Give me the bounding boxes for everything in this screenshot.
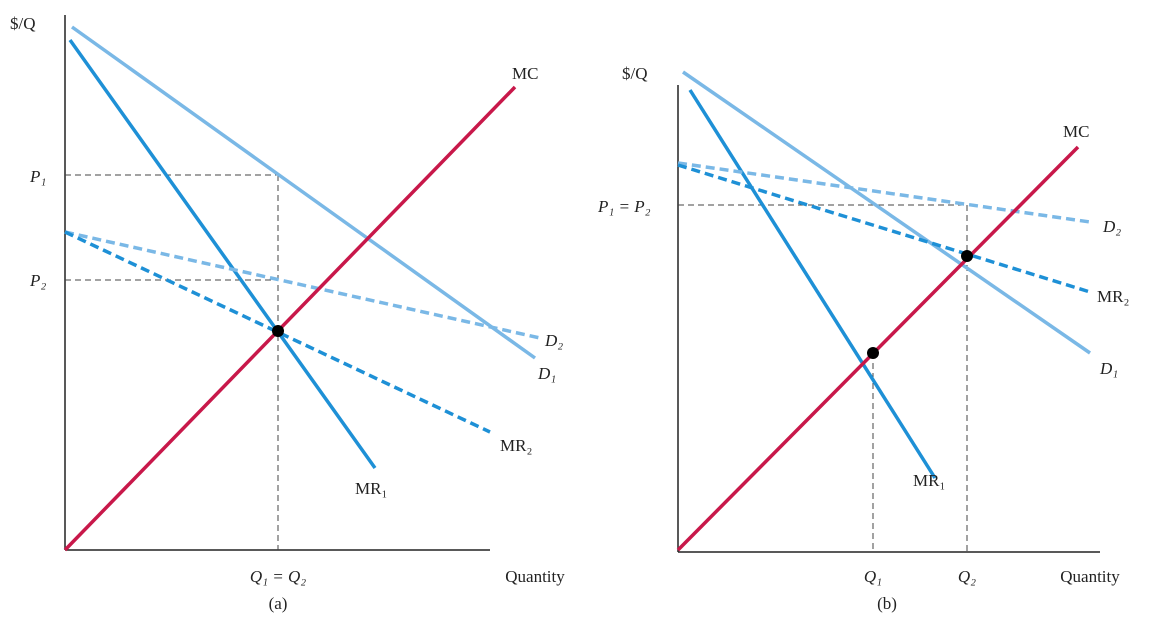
caption: (a) (269, 594, 288, 613)
price-label: P₁ (29, 167, 46, 186)
quantity-label: Q₁ (864, 567, 882, 586)
caption: (b) (877, 594, 897, 613)
curve-label: D₁ (1099, 359, 1118, 378)
equilibrium-point (867, 347, 879, 359)
curve-label: D₂ (544, 331, 563, 350)
price-label: P₂ (29, 271, 46, 290)
mr2-curve (64, 230, 491, 434)
y-axis-label: $/Q (10, 14, 36, 33)
quantity-label: Q₁ = Q₂ (250, 567, 306, 586)
d2-curve (64, 230, 541, 340)
price-label: P₁ = P₂ (597, 197, 651, 216)
equilibrium-point (961, 250, 973, 262)
equilibrium-point (272, 325, 284, 337)
curve-label: MR₁ (913, 471, 945, 490)
mr1-curve (68, 38, 377, 470)
curve-label: D₂ (1102, 217, 1121, 236)
curve-label: MC (1063, 122, 1089, 141)
x-axis-label: Quantity (1060, 567, 1120, 586)
mr2-curve (677, 163, 1091, 294)
curve-label: MC (512, 64, 538, 83)
curve-label: MR₂ (1097, 287, 1129, 306)
d1-curve (70, 25, 537, 360)
curve-label: D₁ (537, 364, 556, 383)
curve-label: MR₁ (355, 479, 387, 498)
panel-a: $/Q P₁ P₂ MC D₂ D₁ MR₂ MR₁ Q₁ = Q₂ Quant… (10, 14, 565, 613)
d2-curve (677, 161, 1091, 224)
mr1-curve (688, 89, 937, 479)
d1-curve (682, 70, 1091, 355)
curve-label: MR₂ (500, 436, 532, 455)
mc-curve (63, 85, 517, 552)
panel-b: $/Q P₁ = P₂ MC D₂ MR₂ D₁ MR₁ Q₁ Q₂ Quant… (597, 64, 1129, 613)
quantity-label: Q₂ (958, 567, 976, 586)
y-axis-label: $/Q (622, 64, 648, 83)
x-axis-label: Quantity (505, 567, 565, 586)
mc-curve (676, 145, 1080, 552)
